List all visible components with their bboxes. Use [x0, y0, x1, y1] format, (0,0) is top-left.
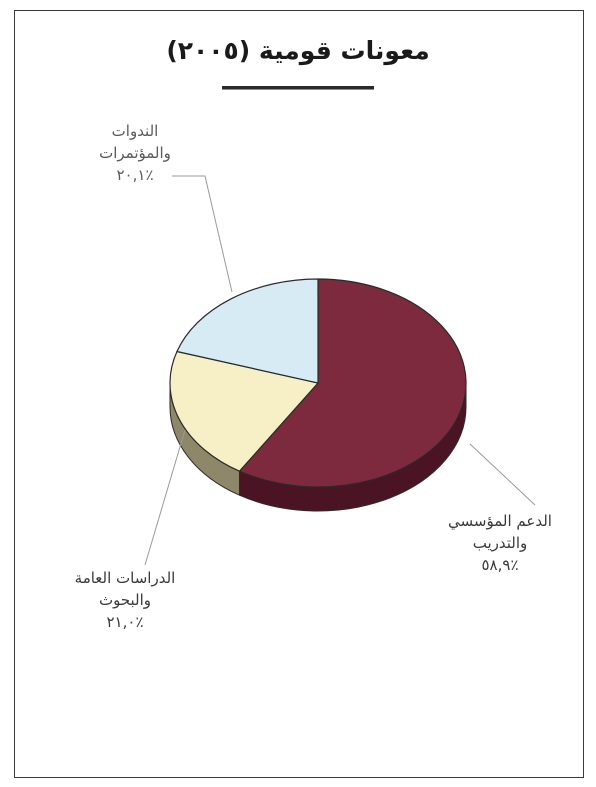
pie-slice-seminars [176, 278, 319, 384]
leader-lines [144, 175, 536, 566]
slice-label-line2: والتدريب [472, 534, 528, 552]
slice-label-institutional: الدعم المؤسسي والتدريب ٪٥٨,٩ [425, 510, 575, 576]
pie-slices [169, 278, 467, 488]
slice-value-label: ٪٢٠,١ [116, 166, 154, 184]
leader-line-studies [144, 429, 186, 566]
leader-line-seminars [172, 175, 233, 293]
slice-label-line2: والمؤتمرات [99, 144, 171, 162]
slice-label-line1: الندوات [111, 122, 159, 140]
chart-title: معونات قومية (٢٠٠٥) [166, 36, 430, 65]
leader-line-institutional [469, 443, 536, 506]
slice-label-studies: الدراسات العامة والبحوث ٪٢١,٠ [45, 567, 205, 633]
slice-label-line1: الدراسات العامة [74, 569, 176, 587]
slice-value-label: ٪٥٨,٩ [481, 556, 519, 574]
pie-slice-institutional [238, 278, 467, 488]
slice-label-seminars: الندوات والمؤتمرات ٪٢٠,١ [70, 120, 200, 186]
pie-slice-studies [169, 350, 319, 472]
slice-label-line1: الدعم المؤسسي [448, 512, 552, 530]
slice-label-line2: والبحوث [98, 591, 152, 609]
title-underline [222, 86, 374, 90]
slice-value-label: ٪٢١,٠ [106, 613, 144, 631]
